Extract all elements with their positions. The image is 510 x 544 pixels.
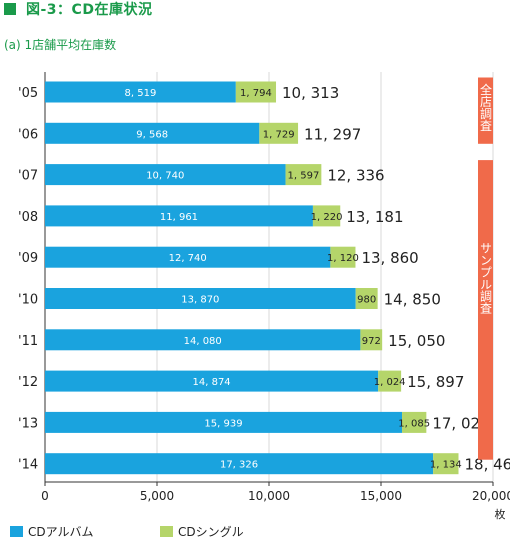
single-bar [330,246,356,268]
total-value-label: 15, 050 [388,332,445,350]
y-category-label: '12 [18,375,38,390]
album-value-label: 8, 519 [125,88,157,99]
y-category-label: '14 [18,458,38,473]
album-bar [45,370,379,392]
album-value-label: 13, 870 [181,295,219,306]
album-bar [45,411,403,433]
album-bar [45,329,361,351]
album-bar [45,453,434,475]
figure-title-row: 図-3：CD在庫状況 [0,0,152,18]
album-value-label: 9, 568 [136,129,168,140]
single-bar [285,164,322,186]
album-value-label: 15, 939 [204,418,242,429]
single-value-label: 972 [362,336,381,347]
total-value-label: 14, 850 [384,291,441,309]
single-bar [235,81,277,103]
single-value-label: 1, 085 [398,418,430,429]
total-value-label: 11, 297 [304,125,361,143]
album-value-label: 12, 740 [169,253,207,264]
album-bar [45,164,286,186]
single-value-label: 980 [357,295,376,306]
single-value-label: 1, 120 [327,253,359,264]
total-value-label: 18, 460 [465,456,510,474]
single-bar [360,329,383,351]
y-category-label: '05 [18,86,38,101]
total-value-label: 13, 860 [361,249,418,267]
figure-title: 図-3：CD在庫状況 [26,2,153,18]
total-value-label: 13, 181 [346,208,403,226]
y-category-label: '13 [18,416,38,431]
legend-swatch-single [160,526,173,537]
x-tick-label: 10,000 [248,489,290,503]
album-bar [45,81,236,103]
side-label-box-all-stores [478,77,493,144]
title-marker-square [4,3,16,15]
y-category-label: '09 [18,251,38,266]
single-value-label: 1, 794 [240,88,272,99]
x-tick-label: 20,000 [472,489,510,503]
single-bar [433,453,459,475]
y-category-label: '06 [18,127,38,142]
legend-swatch-album [10,526,23,537]
single-value-label: 1, 729 [263,129,295,140]
single-bar [355,288,378,309]
y-category-label: '08 [18,210,38,225]
album-value-label: 17, 326 [220,460,258,471]
x-tick-label: 15,000 [360,489,402,503]
album-value-label: 14, 080 [184,336,222,347]
total-value-label: 17, 024 [432,414,489,432]
album-value-label: 14, 874 [193,377,231,388]
side-label-sample: サンプル調査 [479,242,493,314]
album-bar [45,288,356,309]
x-axis-unit: 枚 [495,507,506,521]
total-value-label: 12, 336 [327,167,384,185]
album-bar [45,246,331,268]
y-category-label: '10 [18,293,38,308]
y-category-label: '11 [18,334,38,349]
single-value-label: 1, 134 [430,460,462,471]
total-value-label: 10, 313 [282,84,339,102]
album-value-label: 10, 740 [146,171,184,182]
album-value-label: 11, 961 [160,212,198,223]
single-value-label: 1, 024 [374,377,406,388]
single-bar [378,370,402,392]
single-value-label: 1, 220 [311,212,343,223]
single-bar [259,122,299,144]
single-value-label: 1, 597 [288,171,320,182]
x-tick-label: 5,000 [140,489,174,503]
single-bar [312,205,341,227]
album-bar [45,205,313,227]
side-label-all-stores: 全店調査 [479,82,493,131]
chart-subtitle: (a) 1店舗平均在庫数 [4,38,117,52]
album-bar [45,122,260,144]
side-label-box-sample [478,160,493,460]
x-tick-label: 0 [41,489,49,503]
legend-label-album: CDアルバム [28,525,94,539]
legend-label-single: CDシングル [178,525,244,539]
y-category-label: '07 [18,169,38,184]
single-bar [402,411,427,433]
total-value-label: 15, 897 [407,373,464,391]
